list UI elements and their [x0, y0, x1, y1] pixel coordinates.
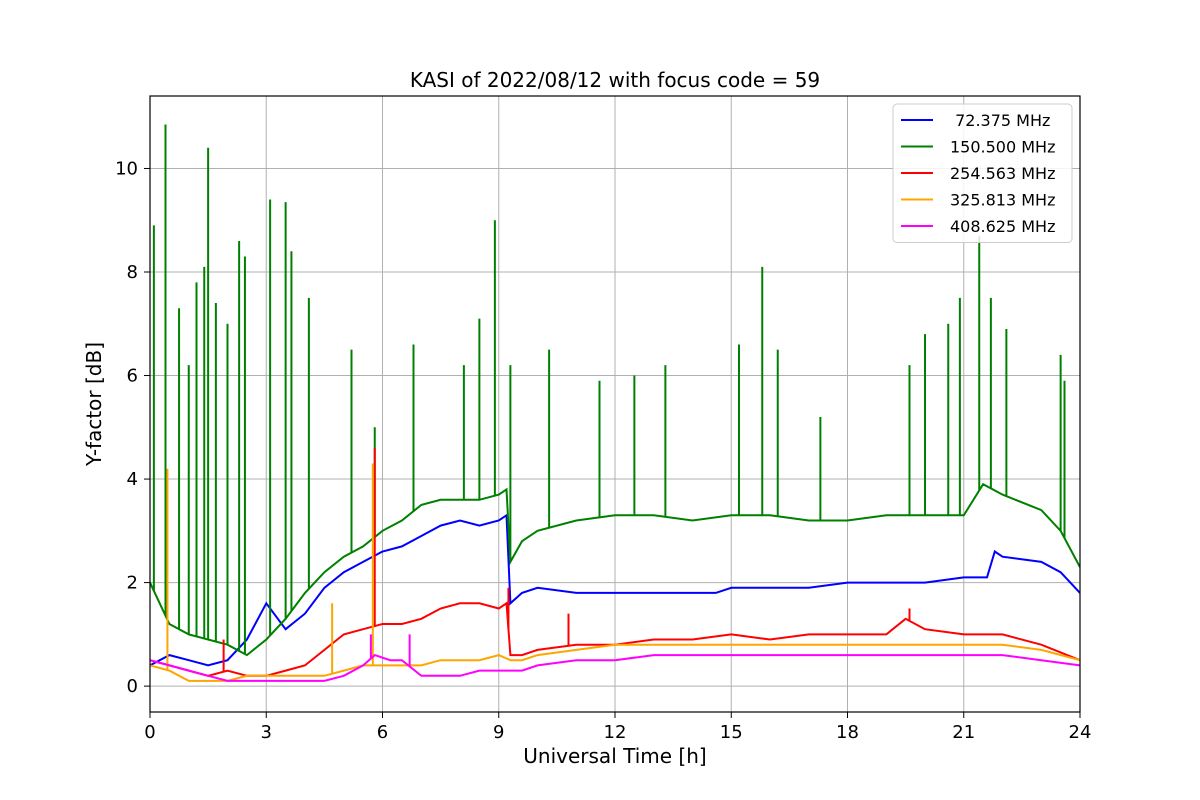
x-tick-label: 6: [377, 722, 388, 743]
x-tick-label: 18: [836, 722, 859, 743]
x-tick-label: 3: [261, 722, 272, 743]
x-tick-label: 0: [144, 722, 155, 743]
series-line-4: [150, 643, 1080, 682]
x-tick-label: 15: [720, 722, 743, 743]
chart-title: KASI of 2022/08/12 with focus code = 59: [410, 68, 820, 92]
x-axis-label: Universal Time [h]: [523, 744, 706, 768]
x-tick-label: 24: [1069, 722, 1092, 743]
series-line-1: [150, 513, 1080, 667]
x-tick-label: 21: [952, 722, 975, 743]
y-tick-label: 0: [127, 676, 138, 697]
y-tick-label: 4: [127, 469, 138, 490]
legend: 72.375 MHz 150.500 MHz 254.563 MHz 325.813 …: [892, 103, 1073, 243]
series-line-5: [150, 653, 1080, 682]
y-tick-label: 10: [115, 158, 138, 179]
series-line-2: [150, 482, 1080, 657]
x-tick-label: 9: [493, 722, 504, 743]
legend-entry-label: 150.500 MHz: [950, 138, 1055, 157]
legend-box: [892, 103, 1073, 243]
legend-entry-label: 325.813 MHz: [950, 191, 1055, 210]
y-tick-label: 6: [127, 366, 138, 387]
legend-entry-label: 72.375 MHz: [950, 111, 1050, 130]
y-tick-label: 8: [127, 262, 138, 283]
legend-entry-label: 408.625 MHz: [950, 217, 1055, 236]
x-tick-label: 12: [604, 722, 627, 743]
y-tick-label: 2: [127, 573, 138, 594]
legend-entry-label: 254.563 MHz: [950, 164, 1055, 183]
plot-area: [150, 124, 1080, 682]
y-axis-label: Y-factor [dB]: [82, 342, 106, 467]
